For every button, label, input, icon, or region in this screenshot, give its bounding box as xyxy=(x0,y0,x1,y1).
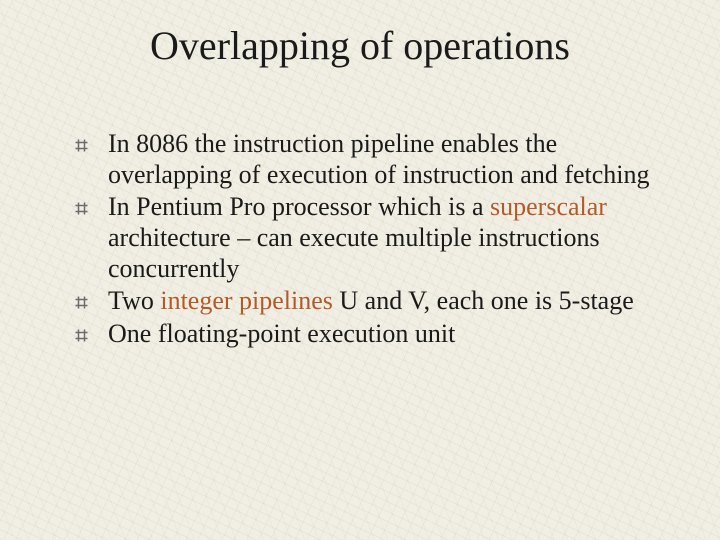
bullet-list: In 8086 the instruction pipeline enables… xyxy=(74,129,670,350)
list-item: Two integer pipelines U and V, each one … xyxy=(74,286,670,317)
bullet-icon xyxy=(74,328,89,343)
bullet-icon xyxy=(74,295,89,310)
slide: Overlapping of operations In 8086 the in… xyxy=(0,0,720,540)
bullet-icon xyxy=(74,138,89,153)
highlighted-term: superscalar xyxy=(490,192,607,221)
list-item: In 8086 the instruction pipeline enables… xyxy=(74,129,670,190)
list-item-text: One floating-point execution unit xyxy=(108,319,455,348)
highlighted-term: integer pipelines xyxy=(160,286,333,315)
list-item-text: Two integer pipelines U and V, each one … xyxy=(108,286,634,315)
slide-title: Overlapping of operations xyxy=(50,22,670,69)
list-item: In Pentium Pro processor which is a supe… xyxy=(74,192,670,284)
bullet-icon xyxy=(74,201,89,216)
list-item-text: In 8086 the instruction pipeline enables… xyxy=(108,129,650,189)
list-item: One floating-point execution unit xyxy=(74,319,670,350)
list-item-text: In Pentium Pro processor which is a supe… xyxy=(108,192,607,282)
